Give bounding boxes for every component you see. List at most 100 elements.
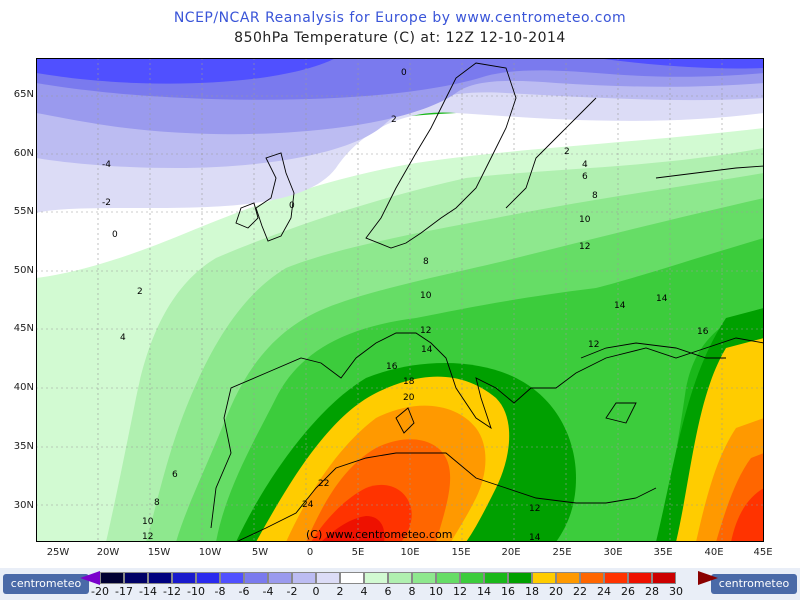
lon-label: 20W [96, 547, 120, 558]
contour-label: 4 [582, 160, 588, 170]
map-subtitle: 850hPa Temperature (C) at: 12Z 12-10-201… [234, 30, 566, 46]
lat-label: 50N [13, 265, 34, 276]
legend-level-label: 4 [360, 585, 368, 598]
legend-swatch [436, 572, 460, 584]
contour-label: 8 [423, 257, 429, 267]
contour-label: 22 [318, 479, 329, 489]
contour-label: 6 [582, 172, 588, 182]
legend-swatch [124, 572, 148, 584]
lon-label: 10E [400, 547, 420, 558]
legend-level-label: -14 [139, 585, 157, 598]
legend-swatch [412, 572, 436, 584]
contour-label: 24 [302, 500, 314, 510]
legend-level-label: -10 [187, 585, 205, 598]
copyright-text: (C) www.centrometeo.com [306, 528, 452, 541]
lat-label: 30N [13, 500, 34, 511]
contour-label: 12 [529, 504, 540, 514]
legend-swatch [484, 572, 508, 584]
lon-label: 15W [147, 547, 171, 558]
legend-level-label: 16 [501, 585, 515, 598]
contour-label: 14 [421, 345, 433, 355]
legend-level-label: 22 [573, 585, 587, 598]
lon-label: 40E [704, 547, 724, 558]
map-title: NCEP/NCAR Reanalysis for Europe by www.c… [173, 10, 627, 26]
coastlines [210, 62, 764, 542]
lat-label: 45N [13, 323, 34, 334]
legend-swatch [628, 572, 652, 584]
legend-arrow-right [698, 571, 718, 585]
contour-label: 0 [289, 201, 295, 211]
legend-swatch [652, 572, 676, 584]
lon-label: 30E [603, 547, 623, 558]
legend-level-label: -8 [214, 585, 226, 598]
legend-swatch [220, 572, 244, 584]
lon-label: 0 [306, 547, 314, 558]
legend-level-label: 18 [525, 585, 539, 598]
lon-label: 25E [552, 547, 572, 558]
lon-label: 10W [198, 547, 222, 558]
lon-label: 5E [351, 547, 365, 558]
legend-swatch [292, 572, 316, 584]
legend-swatch [604, 572, 628, 584]
lon-label: 35E [653, 547, 673, 558]
contour-label: 18 [403, 377, 415, 387]
legend-swatch [364, 572, 388, 584]
contour-label: 2 [564, 147, 570, 157]
legend-level-label: 2 [336, 585, 344, 598]
contour-label: 2 [391, 115, 397, 125]
legend-swatch [244, 572, 268, 584]
legend-level-label: -12 [163, 585, 181, 598]
legend-swatch [556, 572, 580, 584]
contour-label: 0 [401, 68, 407, 78]
lat-label: 60N [13, 148, 34, 159]
legend-level-label: -17 [115, 585, 133, 598]
legend-level-label: -20 [91, 585, 109, 598]
contour-label: 16 [697, 327, 709, 337]
band-24-26-east [731, 488, 764, 542]
contour-label: 12 [420, 326, 431, 336]
contour-label: -4 [102, 160, 111, 170]
lon-label: 25W [46, 547, 70, 558]
contour-label-layer: 0 2 -4 -2 0 0 2 4 6 8 10 12 2 4 6 8 10 1… [102, 68, 709, 542]
contour-label: 10 [579, 215, 591, 225]
lon-label: 15E [451, 547, 471, 558]
legend-swatch [148, 572, 172, 584]
contour-label: -2 [102, 198, 111, 208]
graticule [36, 58, 764, 542]
legend-level-label: 0 [312, 585, 320, 598]
band-24-26 [311, 484, 412, 542]
map-frame [36, 58, 764, 542]
logo-right: centrometeo [711, 574, 797, 594]
contour-label: 12 [588, 340, 599, 350]
band-neg8-neg6-ne [596, 58, 764, 69]
legend-level-label: 24 [597, 585, 611, 598]
legend-swatch [388, 572, 412, 584]
logo-left: centrometeo [3, 574, 89, 594]
legend-swatch [580, 572, 604, 584]
color-legend: centrometeo centrometeo -20 -17 -14 -12 -10-… [0, 568, 800, 600]
legend-level-label: -6 [238, 585, 250, 598]
legend-swatch [508, 572, 532, 584]
legend-swatch [268, 572, 292, 584]
legend-level-label: 14 [477, 585, 491, 598]
legend-arrow-left [80, 571, 100, 585]
legend-swatch [532, 572, 556, 584]
legend-swatch [100, 572, 124, 584]
band-neg8-neg6 [36, 58, 336, 84]
legend-level-label: 12 [453, 585, 467, 598]
contour-label: 14 [656, 294, 668, 304]
contour-label: 14 [614, 301, 626, 311]
legend-level-label: 8 [408, 585, 416, 598]
legend-level-label: -4 [262, 585, 274, 598]
contour-label: 2 [137, 287, 143, 297]
contour-label: 8 [154, 498, 160, 508]
contour-label: 14 [529, 533, 541, 542]
contour-label: 12 [142, 532, 153, 542]
contour-label: 12 [579, 242, 590, 252]
lat-label: 65N [13, 89, 34, 100]
lat-label: 40N [13, 382, 34, 393]
legend-level-label: -2 [286, 585, 298, 598]
lon-label: 45E [753, 547, 773, 558]
lon-label: 5W [251, 547, 269, 558]
legend-level-label: 6 [384, 585, 392, 598]
